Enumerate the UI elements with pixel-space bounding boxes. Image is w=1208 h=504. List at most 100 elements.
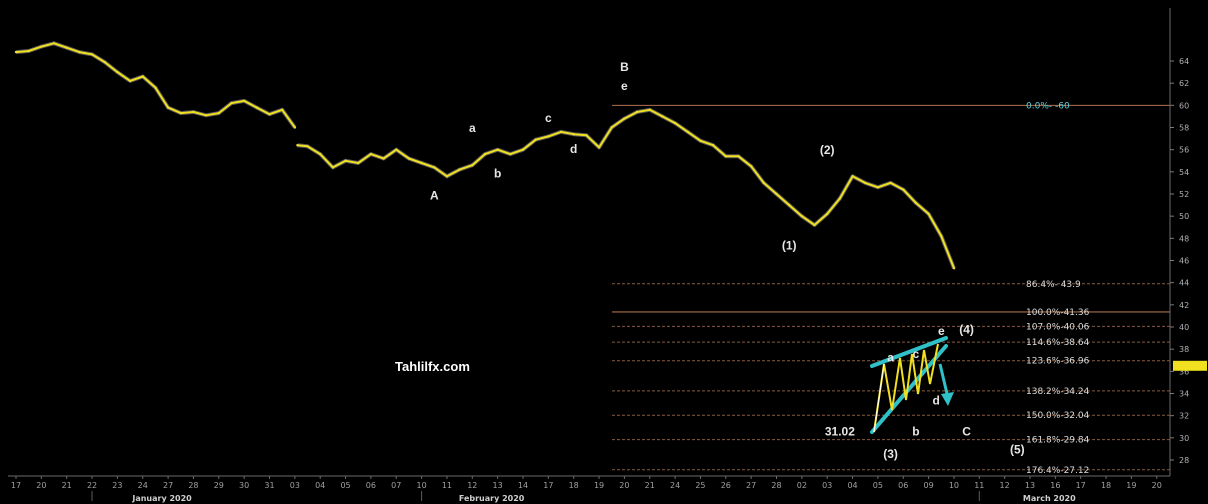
y-tick-label: 56 [1179,146,1189,155]
x-tick-label: 03 [822,481,832,490]
x-tick-label: 10 [949,481,959,490]
price-point [192,110,195,114]
down-arrow-shaft [938,363,950,399]
wave-label: b [494,166,501,180]
month-label: January 2020 [131,494,192,503]
x-tick-label: 20 [36,481,46,490]
x-tick-label: 21 [645,481,655,490]
fib-label: 176.4%-27.12 [1026,466,1089,476]
price-point [445,175,449,178]
last-price-marker [1173,360,1207,371]
x-tick-label: 04 [847,481,857,490]
price-point [864,181,867,185]
price-point [128,79,132,83]
price-point [635,110,639,114]
price-point [800,215,804,218]
x-tick-label: 03 [290,481,300,490]
x-tick-label: 20 [619,481,629,490]
price-point [204,114,208,117]
y-tick-label: 40 [1179,323,1189,332]
price-point [471,164,474,167]
fib-label: 107.0%-40.06 [1026,322,1090,332]
y-tick-label: 44 [1179,279,1189,288]
y-tick-label: 38 [1179,345,1189,354]
price-point [395,148,398,151]
price-point [623,117,626,120]
price-point [610,126,613,129]
wave-label: (1) [782,238,797,252]
y-tick-label: 32 [1179,412,1189,421]
y-tick-label: 48 [1179,234,1189,243]
y-tick-label: 46 [1179,257,1189,266]
x-tick-label: 25 [695,481,705,490]
price-point [927,212,930,216]
month-label: March 2020 [1023,494,1076,503]
price-point [585,134,588,137]
price-point [724,155,727,158]
wave-label: e [938,324,945,338]
x-tick-label: 10 [417,481,427,490]
price-point [369,152,373,156]
wave-label: d [570,142,577,156]
wedge-lower-line [870,344,948,434]
price-point [268,113,271,116]
price-point [572,133,575,136]
x-tick-label: 12 [1000,481,1010,490]
wave-label: C [962,425,971,439]
price-point [788,203,791,207]
y-tick-label: 58 [1179,124,1189,133]
month-label: February 2020 [459,494,525,503]
price-point [154,86,157,89]
price-point [420,161,423,165]
price-point [876,186,880,189]
price-point [889,181,892,185]
price-point [952,267,956,270]
down-arrow-head [941,392,954,406]
x-tick-label: 11 [442,481,452,490]
wedge-leg-white [873,363,885,433]
x-tick-label: 17 [543,481,553,490]
price-point [281,108,284,112]
price-point [711,144,715,147]
price-point [851,175,854,178]
x-tick-label: 13 [493,481,503,490]
wave-label: (4) [959,323,974,337]
x-tick-label: 07 [391,481,401,490]
price-point [750,165,753,168]
x-tick-label: 27 [163,481,173,490]
x-tick-label: 09 [924,481,934,490]
price-point [65,46,68,49]
x-tick-label: 19 [594,481,604,490]
price-point [141,75,144,78]
price-layer [14,41,956,270]
x-tick-label: 18 [1101,481,1111,490]
wave-label: (3) [883,447,898,461]
y-tick-label: 54 [1179,168,1189,177]
price-point [673,121,677,125]
wedge-upper-line [870,336,948,368]
x-tick-label: 06 [898,481,908,490]
x-tick-label: 30 [239,481,249,490]
fib-layer: 0.0%- -60 86.4%- 43.9 100.0%-41.36 107.0%-4… [612,101,1170,476]
x-tick-label: 04 [315,481,325,490]
fib-label: 114.6%-38.64 [1026,338,1090,348]
price-point [914,201,918,205]
x-tick-label: 27 [746,481,756,490]
price-point [648,108,651,112]
y-tick-label: 28 [1179,456,1189,465]
watermark-text: Tahlilfx.com [395,359,470,374]
x-tick-label: 17 [11,481,21,490]
x-tick-label: 17 [1076,481,1086,490]
wave-label: e [621,79,628,93]
price-point [306,145,309,148]
price-point [319,152,322,156]
x-tick-label: 28 [188,481,198,490]
fib-label: 150.0%-32.04 [1026,411,1090,421]
price-point [78,50,81,54]
fib-label: 161.8%-29.84 [1026,436,1090,446]
x-tick-label: 05 [873,481,883,490]
x-tick-label: 21 [62,481,72,490]
wave-label: B [620,60,629,74]
x-tick-label: 18 [569,481,579,490]
